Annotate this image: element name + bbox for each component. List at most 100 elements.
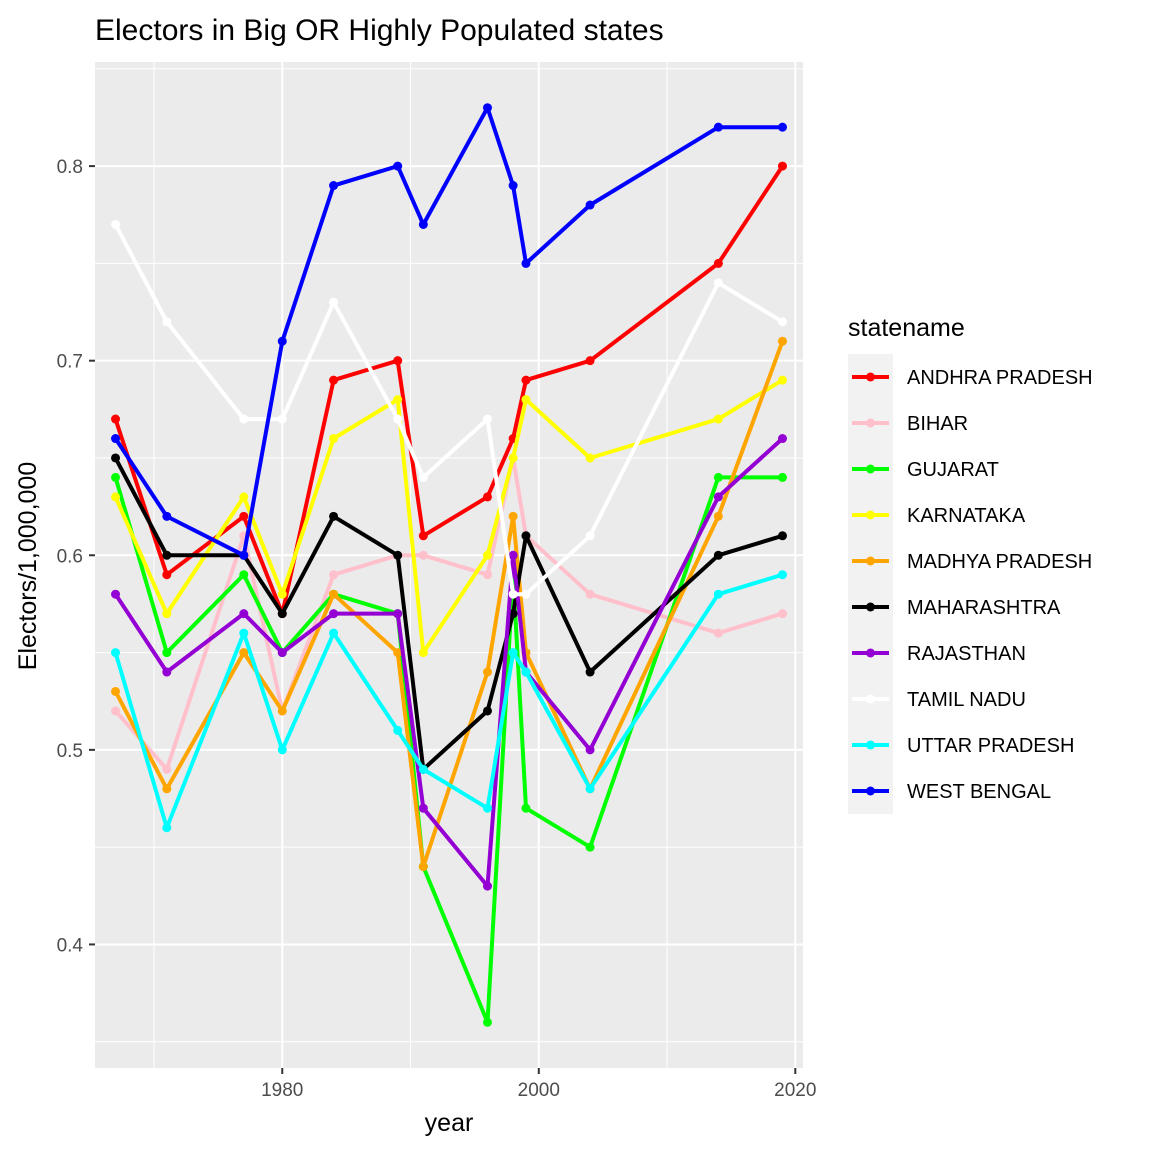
data-point xyxy=(418,648,428,658)
data-point xyxy=(713,278,723,288)
data-point xyxy=(777,317,787,327)
data-point xyxy=(508,511,518,521)
data-point xyxy=(521,531,531,541)
data-point xyxy=(521,589,531,599)
data-point xyxy=(521,803,531,813)
data-point xyxy=(162,609,172,619)
chart-title: Electors in Big OR Highly Populated stat… xyxy=(95,14,664,47)
data-point xyxy=(239,492,249,502)
legend-key-point xyxy=(866,786,875,796)
legend-item: MADHYA PRADESH xyxy=(852,551,1092,573)
y-tick-label: 0.5 xyxy=(57,741,83,762)
data-point xyxy=(162,764,172,774)
legend-key-point xyxy=(866,740,875,750)
data-point xyxy=(162,550,172,560)
data-point xyxy=(111,219,121,229)
data-point xyxy=(329,297,339,307)
legend-label: GUJARAT xyxy=(907,459,999,481)
legend-key-point xyxy=(866,464,875,474)
data-point xyxy=(393,414,403,424)
data-point xyxy=(111,472,121,482)
legend-label: MAHARASHTRA xyxy=(907,597,1061,619)
legend-item: GUJARAT xyxy=(852,459,999,481)
data-point xyxy=(713,511,723,521)
data-point xyxy=(713,628,723,638)
data-point xyxy=(111,492,121,502)
data-point xyxy=(277,336,287,346)
data-point xyxy=(777,161,787,171)
data-point xyxy=(239,628,249,638)
data-point xyxy=(713,492,723,502)
data-point xyxy=(239,570,249,580)
data-point xyxy=(418,531,428,541)
data-point xyxy=(393,648,403,658)
data-point xyxy=(585,784,595,794)
x-tick-label: 2000 xyxy=(518,1080,560,1101)
data-point xyxy=(239,550,249,560)
data-point xyxy=(277,648,287,658)
data-point xyxy=(418,764,428,774)
data-point xyxy=(585,453,595,463)
data-point xyxy=(329,589,339,599)
series-andhra-pradesh xyxy=(111,161,787,619)
legend-label: UTTAR PRADESH xyxy=(907,735,1074,757)
data-point xyxy=(521,258,531,268)
data-point xyxy=(162,784,172,794)
data-point xyxy=(393,395,403,405)
data-point xyxy=(393,550,403,560)
data-point xyxy=(482,1017,492,1027)
data-point xyxy=(585,745,595,755)
data-point xyxy=(277,414,287,424)
legend-item: RAJASTHAN xyxy=(852,643,1026,665)
data-point xyxy=(329,609,339,619)
data-point xyxy=(482,103,492,113)
legend-keys-background xyxy=(848,354,893,814)
data-point xyxy=(713,589,723,599)
data-point xyxy=(162,317,172,327)
data-point xyxy=(777,531,787,541)
data-point xyxy=(111,686,121,696)
legend-label: KARNATAKA xyxy=(907,505,1026,527)
x-tick-label: 1980 xyxy=(261,1080,303,1101)
data-point xyxy=(585,356,595,366)
y-tick-label: 0.6 xyxy=(57,546,83,567)
y-axis: 0.4 0.5 0.6 0.7 0.8 xyxy=(57,157,95,956)
data-point xyxy=(777,609,787,619)
data-point xyxy=(521,667,531,677)
data-point xyxy=(418,472,428,482)
legend-key-point xyxy=(866,510,875,520)
data-point xyxy=(777,336,787,346)
data-point xyxy=(585,667,595,677)
data-point xyxy=(585,589,595,599)
legend-key-point xyxy=(866,372,875,382)
data-point xyxy=(585,200,595,210)
data-point xyxy=(111,453,121,463)
data-point xyxy=(277,706,287,716)
legend-label: MADHYA PRADESH xyxy=(907,551,1092,573)
data-point xyxy=(713,472,723,482)
data-point xyxy=(239,511,249,521)
legend-label: WEST BENGAL xyxy=(907,781,1051,803)
series-layer xyxy=(111,103,787,1027)
series-rajasthan xyxy=(111,434,787,891)
legend-label: RAJASTHAN xyxy=(907,643,1026,665)
data-point xyxy=(162,511,172,521)
data-point xyxy=(393,161,403,171)
legend-item: WEST BENGAL xyxy=(852,781,1051,803)
y-tick-label: 0.7 xyxy=(57,352,83,373)
legend-label: TAMIL NADU xyxy=(907,689,1026,711)
legend-item: KARNATAKA xyxy=(852,505,1026,527)
x-axis: 1980 2000 2020 xyxy=(261,1068,816,1101)
data-point xyxy=(713,550,723,560)
data-point xyxy=(777,570,787,580)
data-point xyxy=(111,414,121,424)
data-point xyxy=(277,609,287,619)
data-point xyxy=(162,667,172,677)
data-point xyxy=(521,375,531,385)
legend-item: BIHAR xyxy=(852,413,968,435)
data-point xyxy=(508,589,518,599)
data-point xyxy=(162,570,172,580)
data-point xyxy=(111,648,121,658)
data-point xyxy=(777,472,787,482)
